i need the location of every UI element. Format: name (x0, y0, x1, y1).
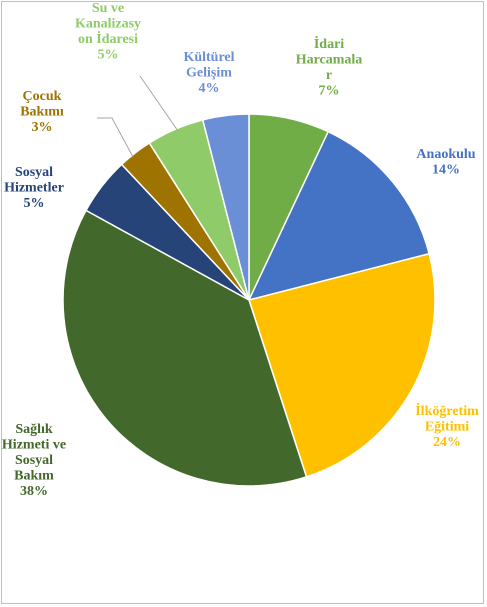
slice-label-1: İdari Harcamala r 7% (296, 35, 363, 99)
slice-label-line: Anaokulu (416, 147, 475, 162)
slice-label-8: Kültürel Gelişim 4% (183, 50, 234, 96)
leader-line-6 (97, 117, 134, 158)
slice-percent: 3% (32, 120, 53, 135)
slice-label-line: Sosyal (15, 453, 53, 468)
slice-label-line: İlköğretim (415, 402, 479, 419)
slice-label-line: Kanalizasy (75, 17, 141, 32)
slice-label-line: Harcamala (296, 53, 363, 68)
slice-percent: 14% (432, 163, 460, 178)
slice-label-line: Bakımı (20, 105, 64, 120)
slice-label-line: Hizmetler (4, 181, 64, 196)
slice-percent: 5% (98, 48, 119, 63)
slice-percent: 5% (24, 196, 45, 211)
pie-slice-3 (248, 252, 436, 478)
slice-label-3: İlköğretim Eğitimi 24% (415, 402, 479, 450)
slice-label-line: Gelişim (186, 66, 232, 81)
slice-percent: 24% (433, 435, 461, 450)
slice-label-line: İdari (314, 35, 344, 52)
slice-label-4: Sağlık Hizmeti ve Sosyal Bakım 38% (2, 422, 66, 499)
slice-label-7: Su ve Kanalizasy on İdaresi 5% (75, 1, 141, 63)
slice-label-line: r (326, 68, 332, 83)
slice-label-line: Sosyal (15, 165, 53, 180)
slice-label-line: on İdaresi (78, 30, 138, 47)
pie-slice-2 (247, 130, 431, 302)
slice-label-line: Su ve (92, 1, 124, 16)
slice-label-5: Sosyal Hizmetler 5% (4, 165, 64, 211)
slice-label-6: Çocuk Bakımı 3% (20, 89, 64, 135)
leader-lines (97, 75, 179, 158)
pie-slice-8 (201, 113, 250, 301)
slice-label-line: Eğitimi (425, 420, 469, 435)
slice-percent: 38% (20, 484, 48, 499)
slice-label-line: Hizmeti ve (2, 438, 66, 453)
slice-label-line: Sağlık (15, 422, 53, 437)
leader-line-7 (139, 75, 179, 132)
pie-slice-4 (62, 209, 308, 487)
slice-label-line: Kültürel (183, 50, 234, 65)
slice-label-line: Çocuk (23, 89, 62, 104)
slice-label-2: Anaokulu 14% (416, 147, 475, 178)
slice-percent: 4% (199, 81, 220, 96)
slice-percent: 7% (319, 84, 340, 99)
slice-labels: İdari Harcamala r 7% Anaokulu 14% İlköğretim Eğ… (2, 1, 479, 499)
pie-slices (62, 113, 436, 487)
slice-label-line: Bakım (14, 469, 54, 484)
